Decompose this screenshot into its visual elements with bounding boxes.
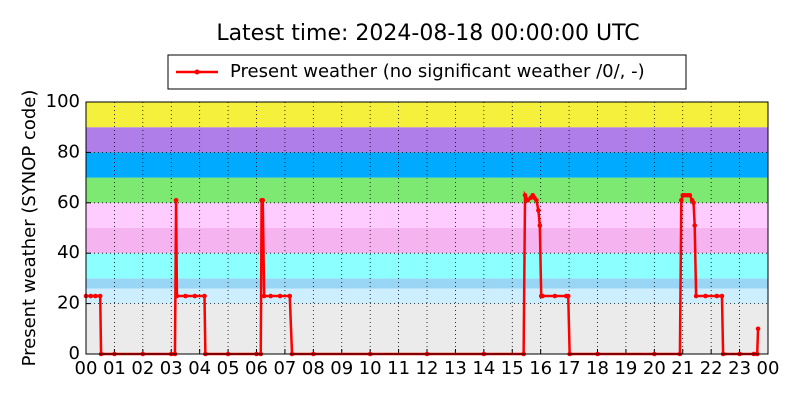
band <box>86 127 768 153</box>
point <box>719 293 725 299</box>
point <box>693 293 699 299</box>
point <box>755 326 761 332</box>
x-tick-label: 18 <box>586 358 609 379</box>
point <box>202 293 207 299</box>
x-tick-label: 19 <box>614 358 637 379</box>
point <box>287 293 293 299</box>
x-tick-label: 00 <box>757 358 780 379</box>
x-tick-label: 06 <box>245 358 268 379</box>
x-tick-label: 08 <box>302 358 325 379</box>
x-tick-label: 17 <box>558 358 581 379</box>
chart-title: Latest time: 2024-08-18 00:00:00 UTC <box>216 21 639 46</box>
point <box>192 293 198 299</box>
point <box>714 293 720 299</box>
x-tick-label: 05 <box>217 358 240 379</box>
point <box>691 200 696 206</box>
band <box>86 152 768 178</box>
point <box>88 293 94 299</box>
point <box>536 208 541 213</box>
x-tick-label: 12 <box>416 358 439 379</box>
x-tick-label: 09 <box>330 358 353 379</box>
point <box>552 293 558 299</box>
band <box>86 278 768 289</box>
y-tick-label: 0 <box>69 343 80 364</box>
x-tick-label: 00 <box>75 358 98 379</box>
point <box>565 293 571 299</box>
point <box>183 293 188 299</box>
point <box>534 197 539 203</box>
x-tick-label: 11 <box>387 358 410 379</box>
x-tick-label: 10 <box>359 358 382 379</box>
y-tick-label: 20 <box>57 293 80 314</box>
point <box>703 293 708 299</box>
plot-frame <box>85 101 769 355</box>
point <box>174 293 180 299</box>
x-tick-label: 23 <box>728 358 751 379</box>
x-tick-label: 07 <box>273 358 296 379</box>
y-tick-label: 100 <box>46 91 80 112</box>
point <box>540 293 545 299</box>
point <box>537 223 543 228</box>
x-tick-label: 13 <box>444 358 467 379</box>
y-tick-label: 80 <box>57 141 80 162</box>
point <box>260 197 266 203</box>
y-axis-label: Present weather (SYNOP code) <box>19 90 40 367</box>
x-tick-label: 22 <box>700 358 723 379</box>
point <box>277 293 283 299</box>
point <box>97 293 103 299</box>
legend-marker <box>194 69 200 75</box>
x-tick-label: 01 <box>103 358 126 379</box>
point <box>522 192 528 198</box>
x-tick-label: 04 <box>188 358 211 379</box>
point <box>679 197 684 203</box>
band <box>86 303 768 354</box>
legend-box <box>167 54 687 90</box>
point <box>692 223 697 228</box>
point <box>173 197 179 203</box>
y-tick-label: 40 <box>57 242 80 263</box>
x-tick-label: 03 <box>160 358 183 379</box>
point <box>93 293 98 299</box>
x-tick-label: 14 <box>472 358 495 379</box>
x-tick-label: 15 <box>501 358 524 379</box>
band <box>86 228 768 254</box>
x-tick-label: 21 <box>671 358 694 379</box>
y-tick-label: 60 <box>57 192 80 213</box>
x-tick-label: 20 <box>643 358 666 379</box>
x-tick-label: 16 <box>529 358 552 379</box>
point <box>261 293 267 299</box>
x-tick-label: 02 <box>131 358 154 379</box>
point <box>687 192 693 198</box>
band <box>86 288 768 304</box>
legend-label: Present weather (no significant weather … <box>230 61 645 82</box>
legend: Present weather (no significant weather … <box>167 54 687 90</box>
point <box>268 293 274 299</box>
